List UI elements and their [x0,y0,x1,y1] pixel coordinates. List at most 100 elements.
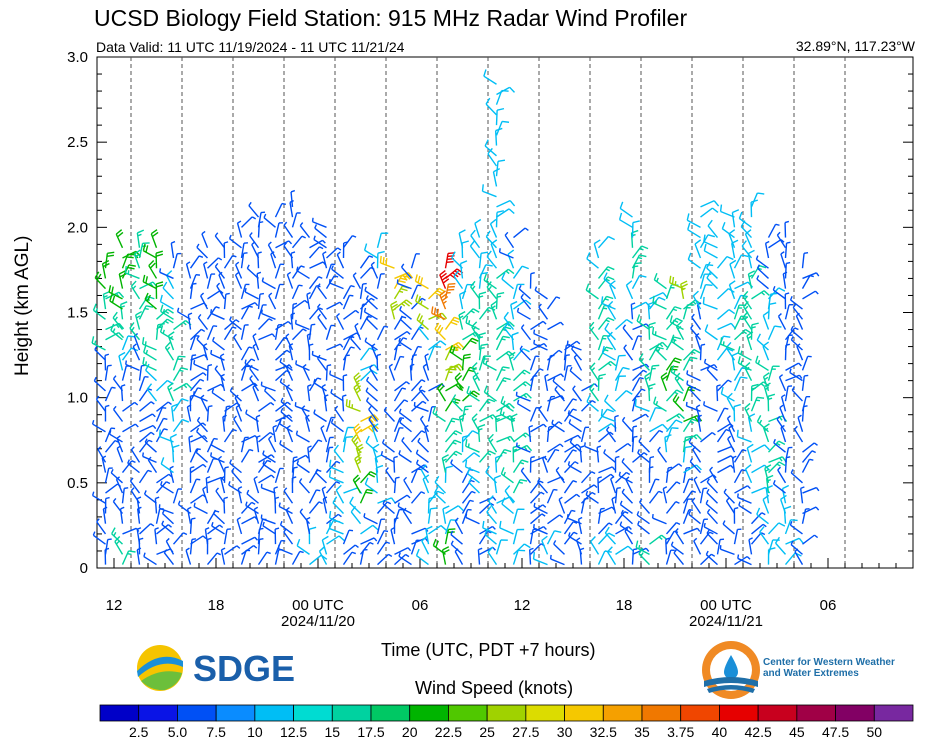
wind-barb [686,213,701,228]
wind-barb [102,290,111,310]
wind-barb [547,421,563,433]
wind-barb [385,467,396,484]
wind-barb [91,491,106,504]
chart-title: UCSD Biology Field Station: 915 MHz Rada… [94,5,688,31]
wind-barb [279,520,293,535]
wind-barb [121,365,131,381]
wind-barb [563,354,570,371]
wind-barb [262,450,276,463]
wind-barb [257,251,262,269]
wind-barb [530,320,547,331]
wind-barb [240,305,253,320]
wind-barb [121,335,136,351]
wind-barb [162,281,175,300]
wind-barb [547,321,564,331]
wind-barb [553,540,565,555]
wind-barb [580,426,590,443]
wind-barb [519,345,532,361]
wind-barb [794,425,804,443]
wind-barb [381,439,395,453]
wind-barb [688,510,701,525]
wind-barb [510,300,518,320]
wind-barb [461,353,471,371]
wind-barb [444,528,456,545]
wind-barb [142,452,157,464]
wind-barb [674,528,685,545]
wind-barb [727,435,736,453]
wind-barb [611,496,617,514]
wind-barb [410,253,420,269]
wind-barb [660,372,669,392]
wind-barb [155,428,168,443]
wind-barb [477,547,483,565]
wind-barb [114,535,124,555]
colorbar-label: 12.5 [280,724,307,740]
wind-barb [428,340,447,351]
wind-barb [444,450,463,463]
wind-barb [382,499,395,515]
wind-barb [342,435,353,453]
wind-barb [750,192,765,208]
wind-barb [195,448,208,463]
wind-barb [478,291,487,310]
wind-barb [352,474,362,494]
wind-barb [119,506,125,524]
wind-barb [132,343,141,361]
wind-barb [130,487,141,504]
wind-barb [706,508,719,525]
wind-barb [432,538,446,555]
wind-barb [156,308,174,320]
wind-barb [410,389,426,402]
wind-barb [566,340,582,351]
x-tick-label: 00 UTC [700,597,752,614]
wind-barb [142,357,157,372]
wind-barb [364,337,378,351]
wind-barb [496,268,515,279]
wind-barb [450,459,463,474]
wind-barb [682,509,693,524]
wind-barb [211,388,225,402]
wind-barb [196,243,208,259]
wind-barb [279,419,293,433]
wind-barb [393,476,400,494]
wind-barb [369,364,379,381]
wind-barb [768,239,785,249]
wind-barb [359,488,374,504]
wind-barb [700,431,716,443]
wind-barb [631,254,647,269]
wind-barb [725,341,736,361]
wind-barb [690,324,702,341]
wind-barb [762,423,770,443]
wind-barb [465,439,480,453]
wind-barb [665,419,683,433]
wind-barb [334,405,345,422]
wind-barb [202,486,209,504]
wind-barb [121,550,136,565]
wind-barb [133,249,141,269]
wind-barb [597,317,615,330]
wind-barb [352,272,362,289]
wind-barb [706,365,719,382]
wind-barb [563,480,578,494]
wind-barb [420,464,430,484]
wind-barb [751,464,770,474]
wind-barb [720,386,735,402]
wind-barb [589,383,600,402]
wind-barb [649,423,668,433]
wind-barb [249,375,260,392]
wind-barb [721,221,735,239]
wind-barb [699,273,712,289]
wind-barb [615,525,632,535]
wind-barb [308,323,316,340]
wind-barb [111,527,123,545]
wind-barb [764,464,772,484]
wind-barb [156,401,172,412]
wind-barb [733,376,748,392]
wind-barb [590,536,600,555]
wind-barb [104,364,112,381]
wind-barb [484,139,497,157]
wind-barb [549,554,565,566]
wind-barb [138,388,153,402]
wind-barb [530,342,548,351]
wind-barb [223,241,229,259]
